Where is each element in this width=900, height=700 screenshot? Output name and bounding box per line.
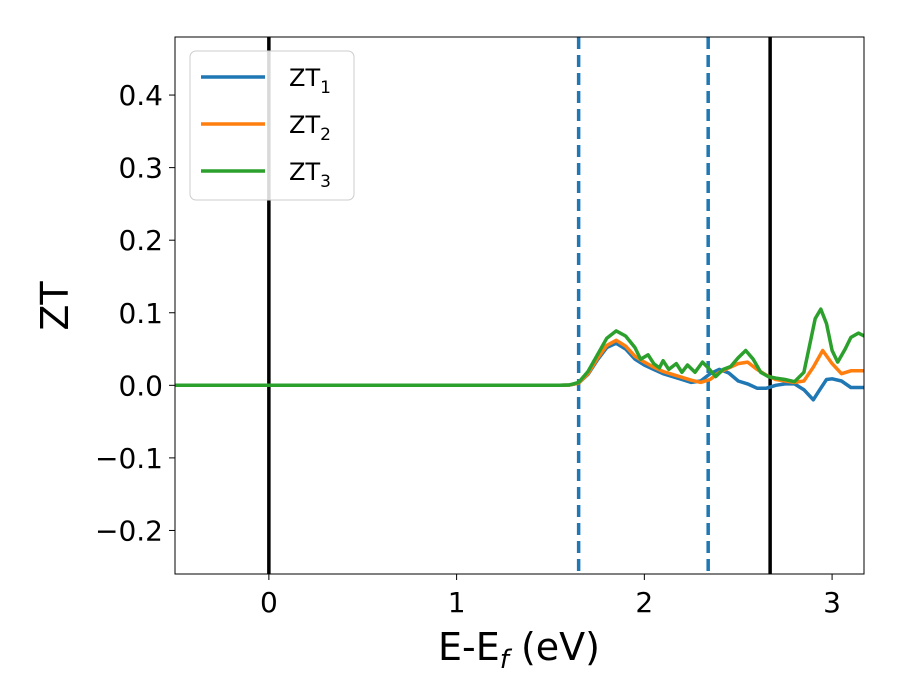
- y-tick-label: 0.4: [118, 79, 163, 112]
- y-tick-label: 0.0: [118, 369, 163, 402]
- legend-label-2: ZT2: [289, 111, 331, 145]
- plot-frame: [174, 36, 865, 575]
- y-tick-label: −0.2: [95, 514, 163, 547]
- legend-label-1: ZT1: [289, 64, 331, 98]
- y-tick-label: 0.2: [118, 224, 163, 257]
- x-tick-label: 2: [635, 586, 653, 619]
- legend: ZT1 ZT2 ZT3: [189, 50, 355, 201]
- series-line-3: [175, 307, 864, 388]
- legend-label-3: ZT3: [289, 158, 331, 192]
- x-tick-label: 1: [448, 586, 466, 619]
- y-axis-ticks: −0.2 −0.1 0.0 0.1 0.2 0.3 0.4: [95, 79, 175, 547]
- series-line-2: [175, 338, 864, 388]
- x-tick-label: 3: [823, 586, 841, 619]
- series-lines: [175, 307, 864, 402]
- y-tick-label: 0.1: [118, 297, 163, 330]
- x-axis-label: E-Ef (eV): [438, 625, 600, 675]
- x-tick-label: 0: [260, 586, 278, 619]
- y-tick-label: −0.1: [95, 442, 163, 475]
- x-axis-label-main: E-E: [438, 625, 500, 669]
- x-axis-label-unit: (eV): [509, 625, 600, 669]
- y-tick-label: 0.3: [118, 152, 163, 185]
- x-axis-ticks: 0 1 2 3: [260, 574, 841, 619]
- y-axis-label: ZT: [33, 281, 77, 331]
- legend-box: [189, 50, 355, 201]
